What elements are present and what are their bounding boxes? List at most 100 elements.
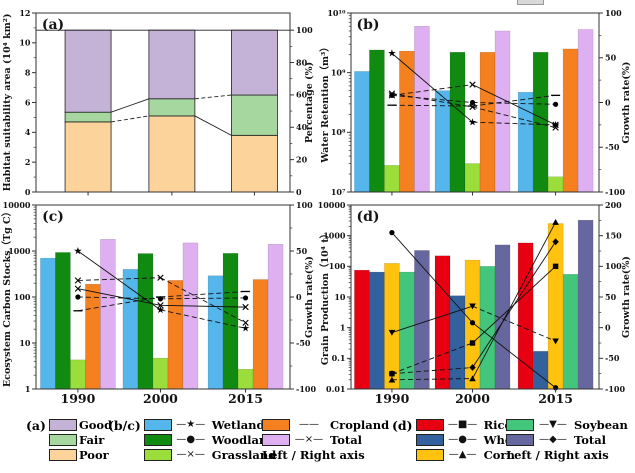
left-axis-tick-label: 10¹⁰ [327, 8, 346, 18]
triangle-down-marker-icon [552, 338, 559, 345]
legend-axis-note-label: Left / Right axis [262, 447, 365, 462]
growth-line-wheat [391, 232, 473, 324]
left-axis-tick-label: 1000 [8, 246, 31, 256]
bar-wetland-1990 [354, 71, 370, 193]
legend-swatch [143, 448, 172, 461]
x-marker-icon [552, 124, 559, 131]
right-axis-tick-label: 150 [605, 230, 622, 240]
growth-line-corn [391, 378, 473, 381]
legend-item-wetland: —★— Wetland [143, 417, 277, 432]
bar-soybean-2000 [479, 266, 496, 390]
right-axis-tick-label: -50 [605, 353, 620, 363]
bar-fair-1990 [64, 111, 112, 123]
bar-cropland-1990 [399, 50, 415, 193]
bar-total-1990 [414, 250, 430, 390]
legend-swatch [506, 433, 534, 446]
left-axis-tick-label: 100 [329, 261, 346, 271]
legend-square-marker-icon: —■— [447, 418, 478, 430]
growth-line-wheat [472, 322, 556, 389]
legend-swatch [48, 448, 77, 461]
right-axis-tick-label: 100 [296, 25, 313, 35]
x-marker-icon [242, 319, 249, 326]
growth-line-cropland [160, 291, 246, 298]
right-axis-tick-label: 60 [296, 90, 308, 100]
legend-group-d: (d) —■— Rice —●— Wheat —▲— Corn [392, 417, 525, 462]
right-axis-tick-label: -100 [605, 384, 625, 394]
triangle-down-marker-icon [388, 329, 396, 336]
panel-letter: (d) [356, 209, 379, 225]
legend-item-label: Fair [78, 432, 105, 447]
bar-total-1990 [414, 26, 430, 193]
star-marker-icon [156, 305, 165, 314]
legend-item-wheat: —●— Wheat [415, 432, 525, 447]
growth-line-cropland [77, 296, 161, 312]
bar-cropland-2015 [562, 48, 579, 193]
x-axis-tick-label: 2015 [538, 391, 573, 406]
bar-rice-1990 [354, 269, 370, 390]
right-axis-tick-label: 50 [296, 246, 308, 256]
left-axis-label: Grain Production（10⁴ t） [319, 229, 331, 365]
left-axis-tick-label: 1 [340, 322, 346, 332]
legend-item-rice: —■— Rice [415, 417, 525, 432]
left-axis-tick-label: 1 [25, 384, 31, 394]
bar-total-2000 [494, 30, 511, 193]
chart-panel-c: 1 10 100 1000 10000 -100 -50 0 50 100 1990 2000 2015… [1, 200, 316, 406]
bar-fair-2015 [231, 94, 278, 136]
right-axis-tick-label: 100 [296, 200, 313, 210]
legend-item-corn: —▲— Corn [415, 447, 525, 462]
legend-item-grassland: —×— Grassland [143, 447, 276, 462]
right-axis-tick-label: 200 [605, 200, 622, 210]
bar-total-2015 [267, 244, 284, 390]
triangle-up-marker-icon [469, 375, 476, 382]
left-axis-tick-label: 8 [25, 67, 31, 77]
growth-line-grassland [391, 93, 473, 108]
legend-group-label: (d) [392, 418, 413, 433]
legend-item-total: —×— Total [262, 432, 389, 447]
panel-letter: (c) [42, 209, 64, 225]
legend-group-col4: —▼— Soybean —◆— Total Left / Right axis [506, 417, 628, 462]
growth-line-soybean [391, 305, 473, 334]
growth-line-grassland [77, 277, 161, 281]
legend-item-label: Wheat [483, 432, 525, 447]
triangle-up-marker-icon [388, 376, 396, 383]
bar-poor-2015 [231, 134, 278, 193]
bar-cropland-1990 [85, 283, 101, 390]
bar-total-2015 [577, 219, 594, 390]
x-axis-tick-label: 2015 [228, 391, 263, 406]
right-axis-tick-label: 80 [296, 57, 308, 67]
left-axis-label: Habitat suitability area (10⁴ km²) [2, 14, 13, 192]
right-axis-tick-label: 50 [605, 53, 617, 63]
legend-diamond-marker-icon: —◆— [539, 433, 567, 445]
legend-item-cropland: —— Cropland [262, 417, 389, 432]
bar-rice-2015 [517, 242, 534, 390]
growth-line-cropland [472, 94, 556, 107]
legend-group-a: (a) Good Fair Poor [26, 417, 112, 462]
star-marker-icon [388, 49, 396, 57]
growth-line-total [77, 288, 161, 306]
growth-line-soybean [472, 305, 556, 342]
right-axis-label: Growth rate(%) [621, 62, 632, 144]
legend-item-soybean: —▼— Soybean [506, 417, 628, 432]
legend-item-label: Soybean [574, 417, 628, 432]
bar-grassland-2015 [547, 176, 564, 193]
right-axis-tick-label: -100 [296, 384, 316, 394]
bar-good-2000 [148, 29, 196, 100]
growth-line-wetland [472, 121, 556, 126]
bar-woodland-2000 [449, 52, 466, 193]
legend-group-label: (b/c) [108, 418, 141, 433]
bar-woodland-2000 [137, 253, 154, 390]
legend-swatch [143, 433, 172, 446]
bar-grassland-2000 [152, 357, 169, 390]
x-axis-tick-label: 2000 [455, 391, 490, 406]
left-axis-tick-label: 0.1 [332, 353, 346, 363]
legend-item-total: —◆— Total [506, 432, 628, 447]
legend-swatch [262, 418, 290, 431]
legend-item-label: Good [78, 417, 113, 432]
panel-letter: (a) [42, 17, 64, 33]
left-axis-label: Water Retention（m³） [319, 42, 331, 163]
right-axis-tick-label: 20 [296, 154, 308, 164]
legend-swatch [143, 418, 172, 431]
bar-wetland-2000 [122, 269, 139, 390]
bar-poor-2000 [148, 115, 196, 193]
growth-line-woodland [77, 296, 161, 300]
